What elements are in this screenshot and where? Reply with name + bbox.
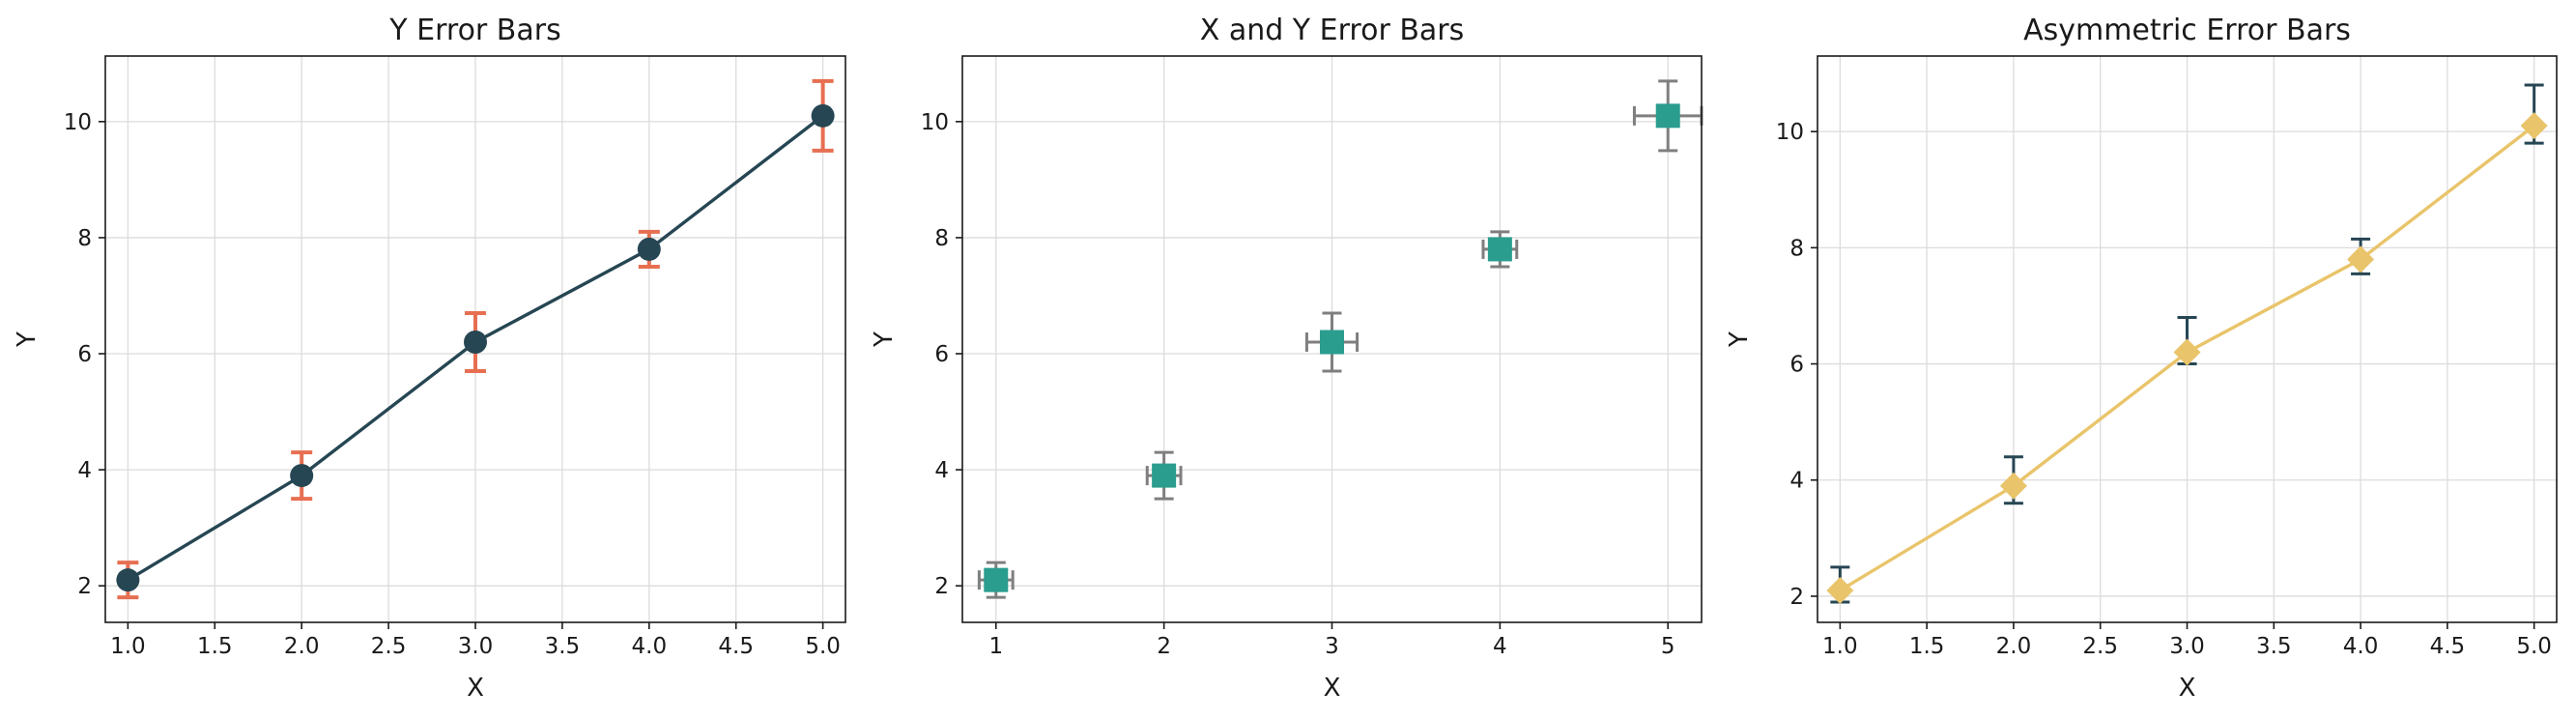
y-tick-label: 6 bbox=[1789, 353, 1804, 378]
y-tick-label: 4 bbox=[77, 458, 92, 483]
data-point bbox=[637, 237, 661, 261]
chart-title: Asymmetric Error Bars bbox=[2023, 14, 2351, 47]
chart-panel-3: 1.0 1.5 2.0 2.5 3.0 3.5 4.0 4.5 5.0 2 4 6 8 10 Asymmet… bbox=[1725, 14, 2558, 703]
x-tick-label: 3.5 bbox=[545, 634, 581, 659]
data-point bbox=[290, 464, 314, 488]
x-axis-label: X bbox=[2179, 674, 2196, 703]
y-tick-label: 10 bbox=[921, 110, 949, 135]
data-point bbox=[1999, 472, 2027, 500]
y-tick-label: 8 bbox=[934, 226, 949, 251]
data-markers bbox=[984, 103, 1680, 592]
x-axis-label: X bbox=[467, 674, 484, 703]
y-tick-label: 2 bbox=[934, 574, 949, 599]
y-tick-label: 10 bbox=[1776, 120, 1804, 145]
y-tick-label: 8 bbox=[77, 226, 92, 251]
chart-title: X and Y Error Bars bbox=[1200, 14, 1465, 47]
x-tick-label: 3.5 bbox=[2256, 634, 2292, 659]
tick-marks: 1 2 3 4 5 2 4 6 8 10 bbox=[921, 110, 1675, 659]
x-tick-label: 1.5 bbox=[197, 634, 233, 659]
x-tick-label: 5 bbox=[1661, 634, 1675, 659]
data-point bbox=[811, 103, 835, 128]
data-point bbox=[984, 567, 1009, 592]
x-tick-label: 2.5 bbox=[2082, 634, 2118, 659]
data-markers bbox=[1826, 112, 2548, 604]
data-point bbox=[2347, 245, 2375, 273]
y-tick-label: 4 bbox=[934, 458, 949, 483]
y-axis-label: Y bbox=[13, 331, 42, 348]
x-tick-label: 2 bbox=[1157, 634, 1171, 659]
y-tick-label: 6 bbox=[934, 342, 949, 367]
x-tick-label: 3.0 bbox=[2169, 634, 2205, 659]
y-tick-label: 4 bbox=[1789, 469, 1804, 494]
chart-panels: 1.0 1.5 2.0 2.5 3.0 3.5 4.0 4.5 5.0 2 4 6 8 10 Y Error… bbox=[13, 14, 2558, 703]
x-tick-label: 4.0 bbox=[2343, 634, 2379, 659]
x-tick-label: 4 bbox=[1493, 634, 1507, 659]
data-point bbox=[116, 568, 140, 592]
x-tick-label: 2.0 bbox=[1996, 634, 2032, 659]
data-point bbox=[1655, 103, 1680, 129]
y-tick-label: 2 bbox=[1789, 585, 1804, 610]
chart-panel-1: 1.0 1.5 2.0 2.5 3.0 3.5 4.0 4.5 5.0 2 4 6 8 10 Y Error… bbox=[13, 14, 846, 703]
data-point bbox=[2173, 338, 2201, 366]
x-tick-label: 4.0 bbox=[632, 634, 668, 659]
x-tick-label: 4.5 bbox=[2430, 634, 2466, 659]
data-markers bbox=[116, 103, 835, 592]
data-point bbox=[464, 331, 487, 355]
x-tick-label: 1 bbox=[988, 634, 1003, 659]
data-point bbox=[1320, 330, 1344, 355]
x-tick-label: 3 bbox=[1325, 634, 1339, 659]
tick-marks: 1.0 1.5 2.0 2.5 3.0 3.5 4.0 4.5 5.0 2 4 6 8 10 bbox=[64, 110, 841, 659]
chart-panel-2: 1 2 3 4 5 2 4 6 8 10 X and Y Error Bars X Y bbox=[870, 14, 1703, 703]
x-tick-label: 5.0 bbox=[805, 634, 841, 659]
y-tick-label: 8 bbox=[1789, 236, 1804, 261]
x-tick-label: 5.0 bbox=[2516, 634, 2552, 659]
data-point bbox=[1152, 463, 1177, 488]
chart-title: Y Error Bars bbox=[388, 14, 560, 47]
x-tick-label: 1.0 bbox=[110, 634, 146, 659]
y-axis-label: Y bbox=[1725, 331, 1754, 348]
data-point bbox=[2520, 112, 2548, 140]
y-tick-label: 6 bbox=[77, 342, 92, 367]
data-point bbox=[1826, 576, 1854, 604]
y-tick-label: 10 bbox=[64, 110, 92, 135]
x-tick-label: 1.0 bbox=[1822, 634, 1858, 659]
x-axis-label: X bbox=[1324, 674, 1341, 703]
x-tick-label: 3.0 bbox=[458, 634, 494, 659]
x-tick-label: 2.0 bbox=[284, 634, 320, 659]
tick-marks: 1.0 1.5 2.0 2.5 3.0 3.5 4.0 4.5 5.0 2 4 6 8 10 bbox=[1776, 120, 2552, 659]
x-tick-label: 1.5 bbox=[1909, 634, 1945, 659]
y-axis-label: Y bbox=[870, 331, 899, 348]
y-tick-label: 2 bbox=[77, 574, 92, 599]
x-tick-label: 2.5 bbox=[371, 634, 407, 659]
x-tick-label: 4.5 bbox=[718, 634, 754, 659]
data-point bbox=[1487, 237, 1512, 262]
